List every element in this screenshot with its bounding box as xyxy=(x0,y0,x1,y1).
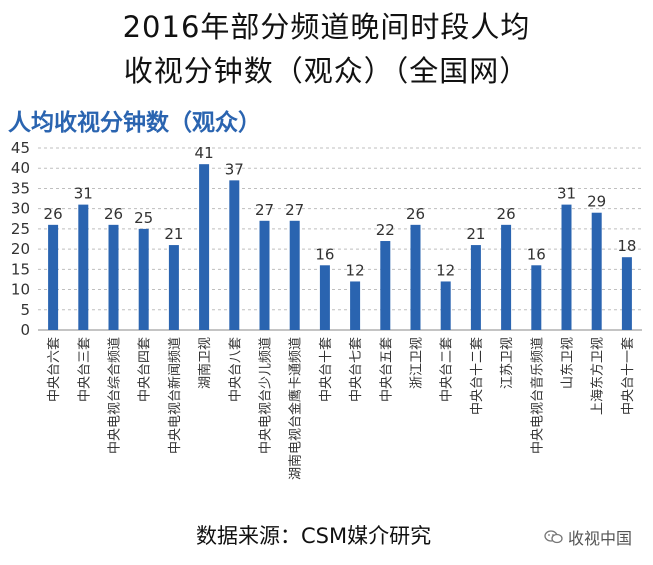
x-tick-label: 浙江卫视 xyxy=(410,337,425,389)
data-label: 16 xyxy=(315,245,334,263)
watermark: 收视中国 xyxy=(544,525,632,549)
bar xyxy=(108,224,119,330)
data-label: 27 xyxy=(255,201,274,219)
y-tick-label: 5 xyxy=(20,301,30,319)
x-tick-label: 中央台三套 xyxy=(76,337,92,402)
bar xyxy=(440,281,451,330)
page-title-line-1: 2016年部分频道晚间时段人均 xyxy=(122,10,531,44)
bar-chart: 0 5 10 15 20 25 30 35 40 45 26 中央台六套 31 中央台三套 26 中央电视台综… xyxy=(11,139,642,480)
y-tick-label: 35 xyxy=(11,179,30,197)
data-label: 29 xyxy=(587,193,606,211)
x-tick-label: 江苏卫视 xyxy=(499,337,515,389)
bar xyxy=(168,245,179,330)
bar xyxy=(621,257,632,330)
x-tick-label: 山东卫视 xyxy=(561,337,576,389)
y-tick-label: 45 xyxy=(11,139,30,157)
bar xyxy=(319,265,330,330)
bar xyxy=(380,241,391,330)
x-tick-label: 中央电视台音乐频道 xyxy=(529,337,545,454)
data-label: 25 xyxy=(134,209,153,227)
y-tick-label: 0 xyxy=(20,321,30,339)
bar xyxy=(561,204,572,330)
chart-title: 人均收视分钟数（观众） xyxy=(8,110,261,136)
data-label: 26 xyxy=(104,205,123,223)
x-tick-label: 中央台十二套 xyxy=(469,337,485,415)
x-tick-label: 中央台八套 xyxy=(227,337,243,402)
x-tick-label: 湖南电视台金鹰卡通频道 xyxy=(288,337,304,480)
data-label: 31 xyxy=(557,185,576,203)
data-label: 26 xyxy=(44,205,63,223)
data-label: 37 xyxy=(225,160,244,178)
data-label: 21 xyxy=(466,225,485,243)
wechat-icon xyxy=(544,530,563,544)
x-tick-label: 中央台十一套 xyxy=(620,337,636,415)
data-label: 26 xyxy=(406,205,425,223)
data-label: 26 xyxy=(497,205,516,223)
x-tick-label: 中央台四套 xyxy=(137,337,153,402)
data-label: 41 xyxy=(195,144,214,162)
data-label: 16 xyxy=(527,245,546,263)
bar xyxy=(78,204,89,330)
bar xyxy=(591,212,602,330)
data-label: 12 xyxy=(436,261,455,279)
bar xyxy=(229,180,240,330)
y-tick-label: 20 xyxy=(11,240,30,258)
x-tick-label: 中央电视台新闻频道 xyxy=(167,337,183,454)
x-tick-label: 中央台七套 xyxy=(348,337,364,402)
x-tick-label: 湖南卫视 xyxy=(197,337,213,389)
y-tick-label: 30 xyxy=(11,200,30,218)
bar xyxy=(259,220,270,330)
x-tick-label: 中央电视台综合频道 xyxy=(108,337,123,454)
bar xyxy=(350,281,361,330)
bar xyxy=(470,245,481,330)
y-tick-label: 10 xyxy=(11,281,30,299)
data-label: 31 xyxy=(74,185,93,203)
bar xyxy=(501,224,512,330)
y-tick-label: 25 xyxy=(11,220,30,238)
bar xyxy=(199,164,210,330)
x-tick-label: 中央电视台少儿频道 xyxy=(259,337,274,454)
x-tick-label: 中央台十套 xyxy=(318,337,334,402)
bar xyxy=(410,224,421,330)
data-label: 12 xyxy=(346,261,365,279)
x-tick-label: 中央台六套 xyxy=(46,337,62,402)
data-label: 18 xyxy=(617,237,636,255)
data-label: 22 xyxy=(376,221,395,239)
x-tick-label: 上海东方卫视 xyxy=(590,337,606,415)
y-tick-label: 15 xyxy=(11,260,30,278)
bar xyxy=(138,228,149,330)
x-tick-label: 中央台二套 xyxy=(439,337,455,402)
data-label: 27 xyxy=(285,201,304,219)
data-label: 21 xyxy=(164,225,183,243)
y-tick-label: 40 xyxy=(11,159,30,177)
watermark-text: 收视中国 xyxy=(568,529,633,548)
bar xyxy=(289,220,300,330)
page-title-line-2: 收视分钟数（观众）（全国网） xyxy=(123,54,530,88)
bar xyxy=(48,224,59,330)
x-tick-label: 中央台五套 xyxy=(378,337,394,402)
bar xyxy=(531,265,542,330)
data-source-note: 数据来源：CSM媒介研究 xyxy=(196,524,432,548)
